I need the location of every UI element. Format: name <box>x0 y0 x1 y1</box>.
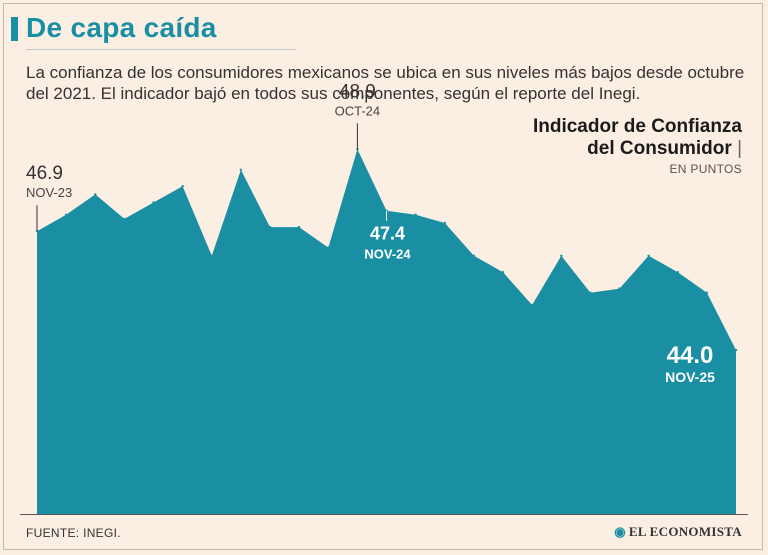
annotation-value-nov-23: 46.9 <box>26 163 63 184</box>
data-point-dic-24 <box>414 213 417 216</box>
legend-title-line2: del Consumidor <box>587 138 732 159</box>
data-point-nov-25 <box>734 348 738 352</box>
legend-unit: EN PUNTOS <box>669 162 742 176</box>
data-point-sep-25 <box>676 271 679 274</box>
chart-subtitle: La confianza de los consumidores mexican… <box>26 63 745 103</box>
annotation-label-nov-23: NOV-23 <box>26 185 72 200</box>
legend-title-line1: Indicador de Confianza <box>532 116 742 137</box>
data-point-abr-24 <box>181 185 184 188</box>
data-point-feb-24 <box>123 217 126 221</box>
annotation-value-oct-24: 48.9 <box>339 81 376 102</box>
data-point-jul-25 <box>618 287 621 290</box>
source-note: FUENTE: INEGI. <box>26 526 121 540</box>
chart-frame <box>3 3 763 550</box>
data-point-ene-25 <box>443 221 446 225</box>
title-divider <box>26 49 296 50</box>
chart-title: De capa caída <box>26 12 217 43</box>
data-point-may-24 <box>210 254 213 257</box>
data-point-jul-24 <box>268 225 272 229</box>
data-point-sep-24 <box>327 246 330 249</box>
legend-pipe: | <box>737 138 742 159</box>
brand-icon: ◉ <box>614 524 626 539</box>
annotation-label-nov-25: NOV-25 <box>665 369 715 385</box>
title-accent-bar <box>11 17 18 41</box>
data-point-oct-25 <box>705 291 709 294</box>
annotation-value-nov-24: 47.4 <box>370 224 405 244</box>
data-point-jun-24 <box>239 168 243 171</box>
data-point-oct-24 <box>356 148 359 151</box>
data-point-ago-24 <box>297 225 301 229</box>
data-point-dic-23 <box>64 213 68 216</box>
data-point-mar-25 <box>501 271 505 274</box>
publisher-name: EL ECONOMISTA <box>628 524 742 539</box>
indicator-legend: Indicador de Confianza del Consumidor | <box>482 116 742 160</box>
data-point-ene-24 <box>94 193 97 196</box>
data-point-nov-24 <box>385 209 388 212</box>
data-point-mar-24 <box>152 201 155 204</box>
data-point-feb-25 <box>472 254 476 257</box>
data-point-may-25 <box>560 254 563 257</box>
series-area <box>37 149 736 515</box>
annotation-label-oct-24: OCT-24 <box>335 103 381 118</box>
data-point-jun-25 <box>589 291 592 294</box>
data-point-ago-25 <box>647 254 650 257</box>
data-point-abr-25 <box>530 303 534 307</box>
annotation-label-nov-24: NOV-24 <box>364 247 411 262</box>
annotation-value-nov-25: 44.0 <box>667 342 714 369</box>
publisher-logo: ◉ EL ECONOMISTA <box>614 524 742 540</box>
